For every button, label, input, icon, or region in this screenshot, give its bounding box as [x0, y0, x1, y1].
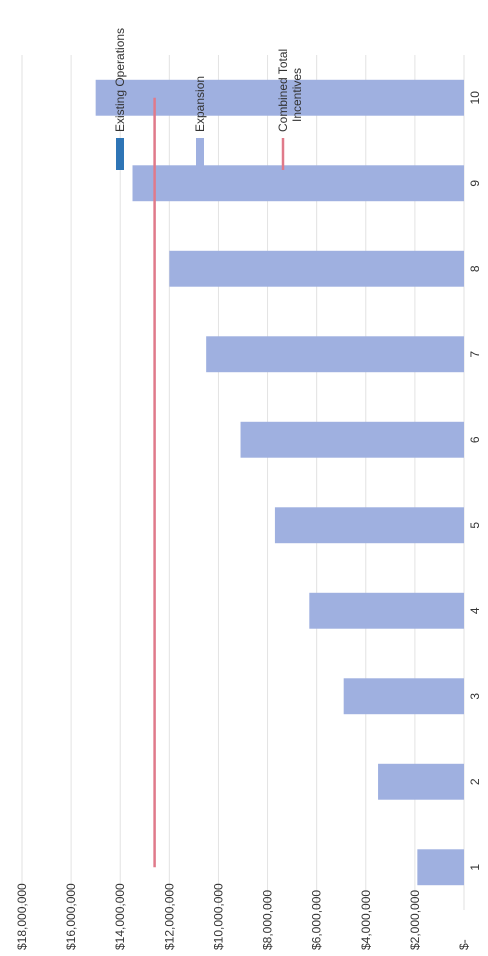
- category-tick-label: 6: [468, 436, 482, 443]
- category-tick-label: 9: [468, 180, 482, 187]
- category-tick-label: 8: [468, 265, 482, 272]
- value-tick-label: $18,000,000: [15, 883, 29, 950]
- value-tick-label: $10,000,000: [211, 883, 225, 950]
- value-tick-label: $14,000,000: [113, 883, 127, 950]
- value-axis-tick-labels: $- $2,000,000 $4,000,000 $6,000,000 $8,000,0…: [15, 883, 471, 950]
- bar-expansion: [169, 250, 465, 287]
- category-tick-label: 7: [468, 351, 482, 358]
- legend: Existing Operations Expansion Combined Tot…: [113, 28, 304, 170]
- bar-expansion: [206, 336, 464, 373]
- category-tick-label: 3: [468, 693, 482, 700]
- bar-expansion: [132, 165, 464, 202]
- value-tick-label: $2,000,000: [408, 890, 422, 950]
- value-tick-label: $6,000,000: [310, 890, 324, 950]
- bars: [95, 79, 465, 886]
- legend-label-combined-total-incentives: Combined TotalIncentives: [276, 49, 304, 132]
- category-tick-label: 2: [468, 778, 482, 785]
- bar-expansion: [274, 507, 464, 544]
- value-tick-label: $-: [457, 939, 471, 950]
- bar-expansion: [240, 421, 464, 458]
- value-tick-label: $8,000,000: [261, 890, 275, 950]
- category-tick-label: 5: [468, 522, 482, 529]
- legend-label-existing-operations: Existing Operations: [113, 28, 127, 132]
- bar-expansion: [378, 763, 464, 800]
- value-tick-label: $4,000,000: [359, 890, 373, 950]
- bar-expansion: [309, 592, 464, 629]
- bar-expansion: [417, 849, 464, 886]
- bar-expansion: [343, 678, 464, 715]
- bar-expansion: [95, 79, 465, 116]
- legend-swatch-expansion: [196, 138, 204, 170]
- category-tick-label: 1: [468, 864, 482, 871]
- category-tick-label: 10: [468, 91, 482, 105]
- category-axis-tick-labels: 1 2 3 4 5 6 7 8 9 10: [468, 91, 482, 871]
- value-tick-label: $16,000,000: [64, 883, 78, 950]
- value-tick-label: $12,000,000: [162, 883, 176, 950]
- legend-swatch-existing-operations: [116, 138, 124, 170]
- category-tick-label: 4: [468, 607, 482, 614]
- legend-label-expansion: Expansion: [193, 76, 207, 132]
